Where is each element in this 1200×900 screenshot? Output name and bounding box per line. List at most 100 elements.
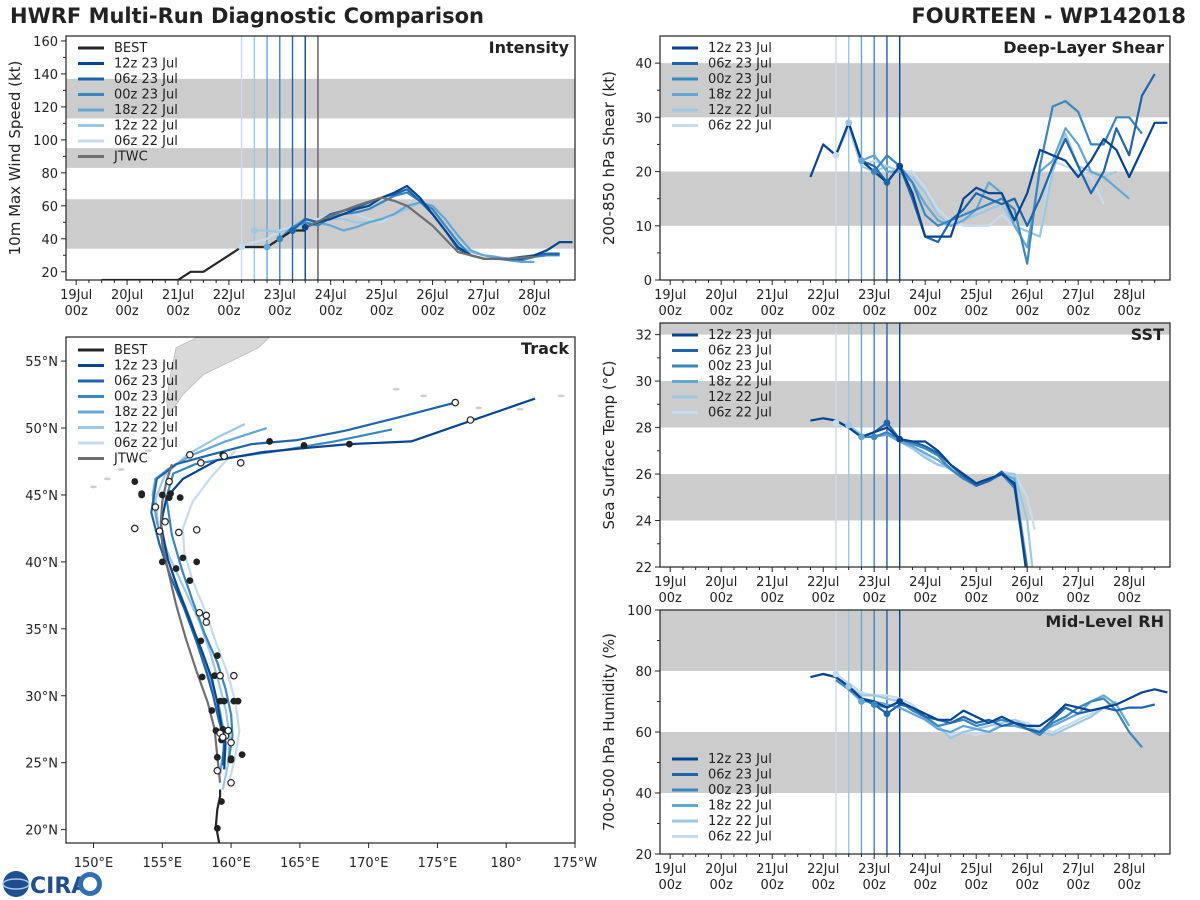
sst-xtick-label: 25Jul <box>960 575 992 590</box>
shear-init-marker-2 <box>870 168 878 175</box>
track-position-open-dot <box>175 528 183 537</box>
shear-xtick-label: 00z <box>965 304 989 319</box>
sst-xtick-label: 00z <box>965 591 989 606</box>
rh-init-marker-4 <box>845 682 853 690</box>
track-ytick-label: 55°N <box>25 355 58 370</box>
rh-xtick-label: 23Jul <box>858 862 890 877</box>
shear-init-marker-3 <box>858 157 865 165</box>
sst-xtick-label: 20Jul <box>705 575 737 590</box>
track-map: 150°E 155°E 160°E 165°E 170°E 175°E 180° 175°W 2… <box>25 336 597 871</box>
intensity-init-marker-2 <box>276 235 284 243</box>
sst-xtick-label: 00z <box>863 591 887 606</box>
intensity-legend-label: BEST <box>114 41 147 56</box>
island-landmass <box>90 485 98 489</box>
intensity-legend-label: JTWC <box>113 150 148 165</box>
intensity-ytick-label: 120 <box>33 101 58 116</box>
rh-xtick-label: 00z <box>965 878 989 893</box>
shear-xtick-label: 00z <box>1067 304 1091 319</box>
track-series-12z-23-jul <box>159 397 536 770</box>
rh-chart: 2040608010019Jul00z20Jul00z21Jul00z22Jul… <box>600 604 1171 893</box>
shear-xtick-label: 23Jul <box>858 288 890 303</box>
track-position-dot <box>167 490 174 498</box>
rh-init-marker-1 <box>883 710 891 718</box>
intensity-xtick-label: 27Jul <box>467 288 499 303</box>
track-position-dot <box>345 440 353 448</box>
shear-legend-label: 00z 23 Jul <box>708 72 772 87</box>
track-position-open-dot <box>230 671 238 680</box>
shear-series-12z-23-jul <box>809 121 1168 238</box>
track-ytick-label: 35°N <box>25 623 58 638</box>
track-frame <box>65 336 576 844</box>
rh-series-12z-23-jul <box>810 672 1168 728</box>
sst-xtick-label: 21Jul <box>756 575 788 590</box>
track-position-open-dot <box>130 524 139 533</box>
track-title: Track <box>521 339 569 358</box>
intensity-xtick-label: 28Jul <box>518 288 550 303</box>
track-position-dot <box>213 824 221 832</box>
sst-band-0 <box>660 474 1170 521</box>
track-series-06z-23-jul <box>150 401 456 766</box>
sst-legend-label: 12z 23 Jul <box>708 328 772 343</box>
intensity-legend-label: 18z 22 Jul <box>114 103 178 118</box>
track-series-06z-22-jul <box>181 450 241 786</box>
intensity-init-marker-4 <box>250 227 258 234</box>
rh-xtick-label: 21Jul <box>756 862 788 877</box>
sst-init-marker-3 <box>858 433 865 441</box>
track-ytick-label: 50°N <box>25 422 58 437</box>
shear-ytick-label: 30 <box>635 111 652 126</box>
intensity-ytick-label: 40 <box>41 233 58 248</box>
shear-xtick-label: 00z <box>812 304 836 319</box>
sst-xtick-label: 00z <box>914 591 938 606</box>
sst-ytick-label: 22 <box>635 561 652 576</box>
intensity-xtick-label: 20Jul <box>111 288 143 303</box>
sst-ytick-label: 26 <box>635 468 652 483</box>
sst-legend-label: 00z 23 Jul <box>708 359 772 374</box>
sst-xtick-label: 22Jul <box>807 575 839 590</box>
track-position-open-dot <box>165 477 173 486</box>
track-ytick-label: 25°N <box>25 757 58 772</box>
shear-legend-label: 12z 22 Jul <box>708 103 772 118</box>
shear-band-1 <box>660 63 1170 118</box>
storm-id: FOURTEEN - WP142018 <box>911 4 1186 28</box>
track-position-dot <box>131 478 139 485</box>
intensity-init-marker-5 <box>238 243 246 251</box>
shear-xtick-label: 00z <box>659 304 683 319</box>
track-position-dot <box>230 697 238 705</box>
intensity-ytick-label: 80 <box>41 167 58 182</box>
intensity-xtick-label: 24Jul <box>315 288 347 303</box>
track-legend-label: 12z 23 Jul <box>114 359 178 374</box>
sst-init-marker-2 <box>870 433 878 441</box>
logo-globe-icon <box>3 871 29 897</box>
intensity-xtick-label: 00z <box>115 304 139 319</box>
sst-init-marker-0 <box>896 435 904 443</box>
intensity-xtick-label: 25Jul <box>365 288 397 303</box>
track-xtick-label: 180° <box>491 856 522 871</box>
intensity-legend-label: 00z 23 Jul <box>114 88 178 103</box>
sst-init-marker-1 <box>883 419 891 427</box>
intensity-xtick-label: 00z <box>319 304 343 319</box>
rh-xtick-label: 26Jul <box>1011 862 1043 877</box>
track-position-dot <box>216 697 224 705</box>
track-position-dot <box>179 554 187 562</box>
track-position-dot <box>198 673 206 681</box>
track-xtick-label: 155°E <box>143 856 183 871</box>
rh-band-0 <box>660 732 1170 793</box>
track-position-dot <box>158 558 166 566</box>
sst-legend-label: 12z 22 Jul <box>708 390 772 405</box>
rh-legend-label: 06z 22 Jul <box>708 830 772 845</box>
sst-xtick-label: 00z <box>1016 591 1040 606</box>
track-position-open-dot <box>151 503 160 511</box>
intensity-xtick-label: 00z <box>217 304 241 319</box>
track-ytick-label: 20°N <box>25 824 58 839</box>
sst-xtick-label: 00z <box>710 591 734 606</box>
intensity-xtick-label: 22Jul <box>213 288 245 303</box>
shear-xtick-label: 00z <box>1016 304 1040 319</box>
island-landmass <box>392 387 400 391</box>
sst-legend-label: 06z 22 Jul <box>708 406 772 421</box>
intensity-band-2 <box>66 78 575 119</box>
track-position-open-dot <box>236 459 245 467</box>
track-legend-label: 06z 22 Jul <box>114 436 178 451</box>
rh-legend-label: 12z 22 Jul <box>708 814 772 829</box>
track-legend-label: 12z 22 Jul <box>114 421 178 436</box>
track-position-dot <box>227 755 235 763</box>
